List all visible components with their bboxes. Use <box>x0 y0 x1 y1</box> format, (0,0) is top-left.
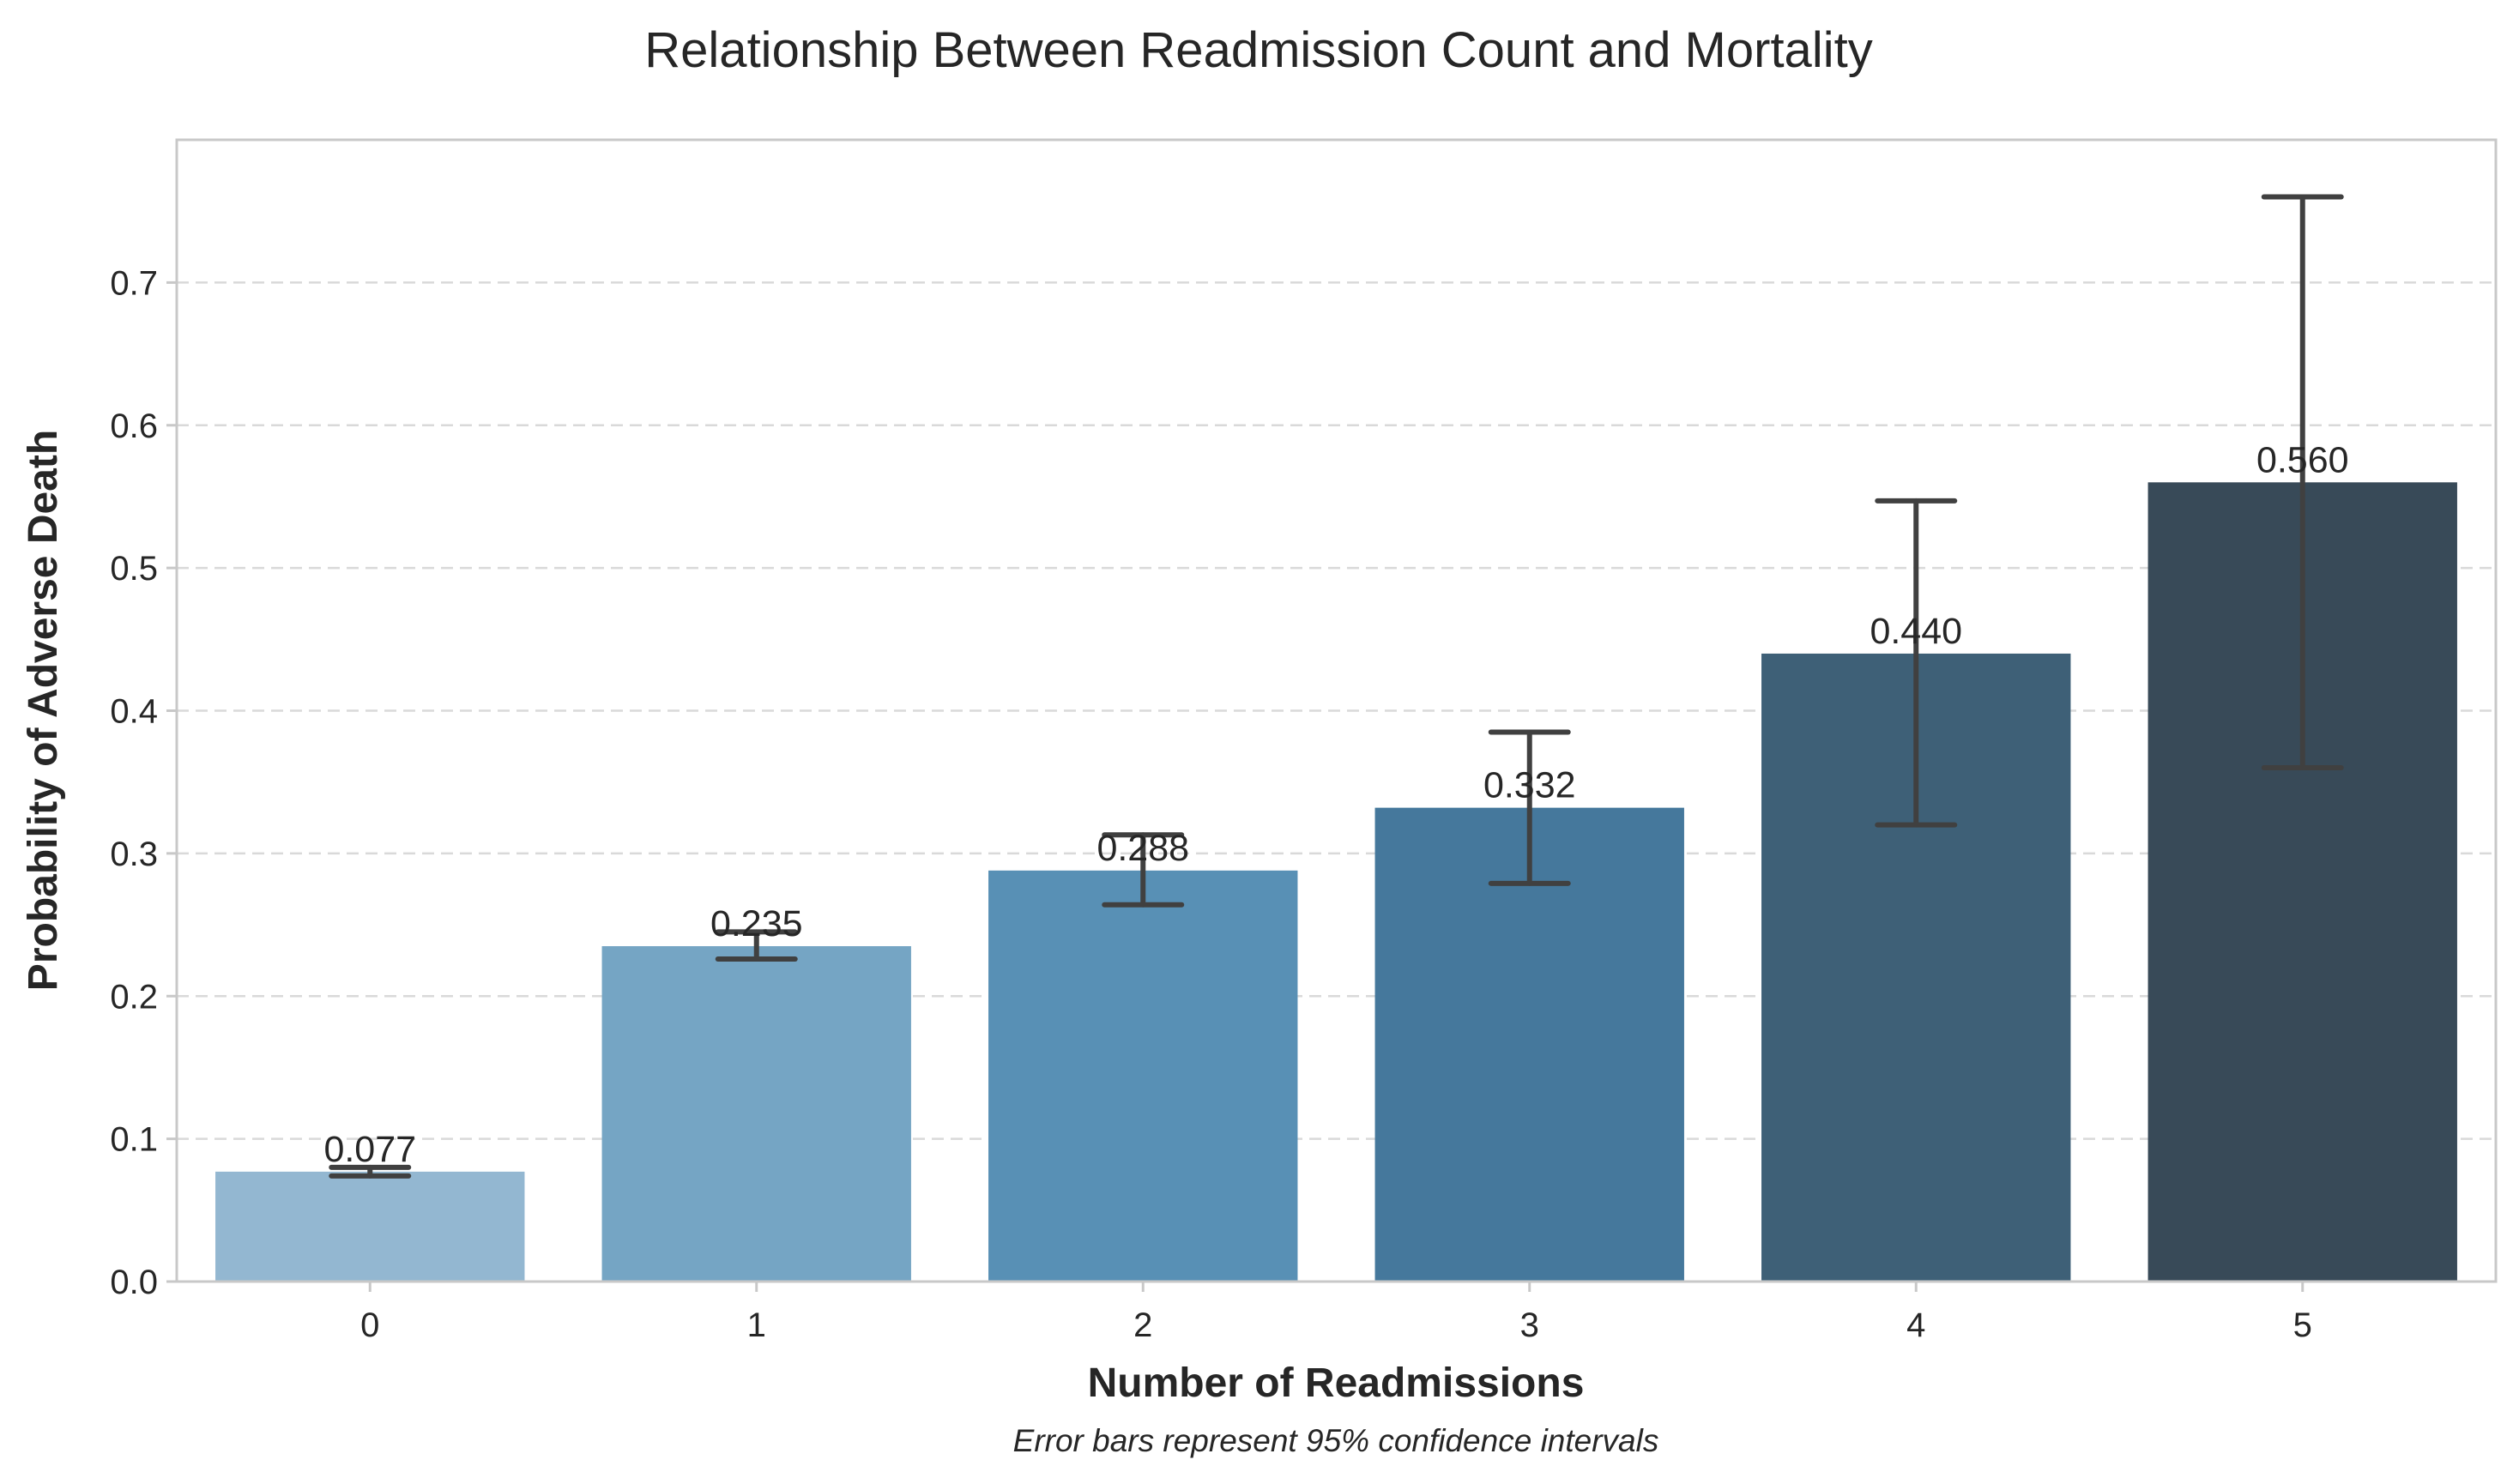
x-tick-label: 4 <box>1906 1306 1925 1344</box>
bar-value-label: 0.288 <box>1096 828 1189 869</box>
bar-value-label: 0.332 <box>1483 765 1576 806</box>
bar <box>988 870 1298 1282</box>
y-axis-label: Probability of Adverse Death <box>21 430 66 991</box>
error-bar <box>1875 498 1958 828</box>
error-bar <box>2261 194 2344 771</box>
x-tick-label: 5 <box>2293 1306 2312 1344</box>
y-tick-label: 0.3 <box>110 836 158 873</box>
y-tick-label: 0.1 <box>110 1121 158 1159</box>
y-tick-label: 0.0 <box>110 1264 158 1301</box>
x-tick-label: 3 <box>1520 1306 1539 1344</box>
y-tick-label: 0.2 <box>110 978 158 1016</box>
error-bar <box>1102 832 1185 908</box>
bar-value-label: 0.077 <box>323 1129 416 1170</box>
bar <box>1374 807 1684 1282</box>
bar-value-labels: 0.077 0.235 0.288 0.332 0.440 0.560 <box>323 439 2348 1170</box>
x-tick-label: 1 <box>747 1306 766 1344</box>
bars <box>215 482 2457 1282</box>
x-tick-label: 0 <box>360 1306 379 1344</box>
x-tick-label: 2 <box>1133 1306 1152 1344</box>
y-tick-label: 0.4 <box>110 693 158 731</box>
x-axis-label: Number of Readmissions <box>1088 1360 1585 1406</box>
bar-value-label: 0.235 <box>710 903 803 944</box>
bar-value-label: 0.560 <box>2256 439 2349 480</box>
y-tick-label: 0.6 <box>110 407 158 445</box>
y-axis-ticks: 0.0 0.1 0.2 0.3 0.4 0.5 0.6 0.7 <box>110 264 177 1301</box>
error-bars <box>329 194 2344 1179</box>
error-bar <box>715 929 798 962</box>
bar <box>215 1171 525 1282</box>
y-tick-label: 0.5 <box>110 550 158 588</box>
error-bar <box>329 1164 412 1179</box>
chart-title: Relationship Between Readmission Count a… <box>644 22 1872 78</box>
y-tick-label: 0.7 <box>110 264 158 302</box>
grid-lines <box>177 281 2496 1140</box>
x-axis-ticks: 0 1 2 3 4 5 <box>360 1282 2312 1344</box>
chart-caption: Error bars represent 95% confidence inte… <box>1013 1423 1659 1458</box>
error-bar <box>1488 729 1571 886</box>
bar <box>601 946 911 1282</box>
bar-value-label: 0.440 <box>1870 611 1962 652</box>
